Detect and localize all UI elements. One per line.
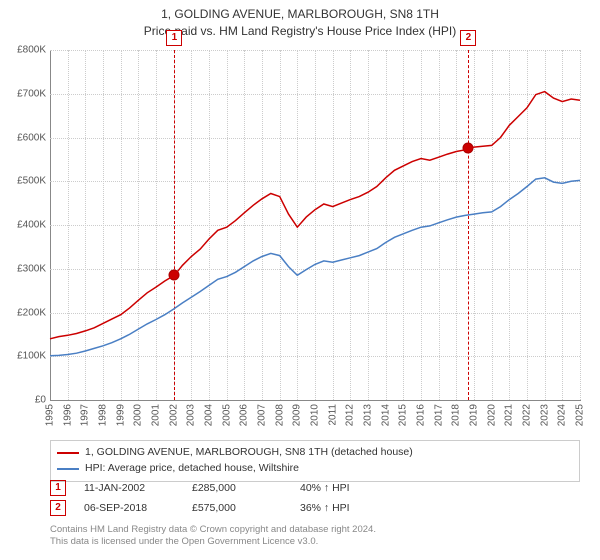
x-axis-tick-label: 2013 [363,404,374,426]
chart-svg-layer [50,50,580,400]
event-price: £575,000 [192,502,282,514]
x-axis-tick-label: 2024 [557,404,568,426]
event-marker-box: 1 [50,480,66,496]
x-axis-tick-label: 2019 [469,404,480,426]
x-axis-tick-label: 2014 [380,404,391,426]
event-pct: 36% ↑ HPI [300,502,390,514]
x-axis-tick-label: 2000 [133,404,144,426]
x-axis-tick-label: 2006 [239,404,250,426]
event-price: £285,000 [192,482,282,494]
event-date: 06-SEP-2018 [84,502,174,514]
x-axis-tick-label: 1997 [80,404,91,426]
y-axis-tick-label: £400K [17,220,46,231]
x-axis-tick-label: 2003 [186,404,197,426]
x-axis-tick-label: 2023 [539,404,550,426]
legend-item-2: HPI: Average price, detached house, Wilt… [57,461,573,477]
footer: Contains HM Land Registry data © Crown c… [50,524,376,549]
x-axis-tick-label: 2008 [274,404,285,426]
y-axis-tick-label: £600K [17,132,46,143]
footer-line-1: Contains HM Land Registry data © Crown c… [50,524,376,536]
y-axis-tick-label: £500K [17,176,46,187]
y-axis-tick-label: £800K [17,45,46,56]
series-line-hpi [50,178,580,356]
chart-container: 1, GOLDING AVENUE, MARLBOROUGH, SN8 1TH … [0,0,600,560]
y-axis-tick-label: £700K [17,88,46,99]
x-axis-tick-label: 2025 [575,404,586,426]
legend-swatch [57,468,79,470]
series-line-price_paid [50,92,580,339]
event-marker-box: 2 [50,500,66,516]
legend-swatch [57,452,79,454]
title-block: 1, GOLDING AVENUE, MARLBOROUGH, SN8 1TH … [0,0,600,40]
footer-line-2: This data is licensed under the Open Gov… [50,536,376,548]
y-axis-tick-label: £200K [17,307,46,318]
gridline-vertical [580,50,581,400]
x-axis-tick-label: 1999 [115,404,126,426]
x-axis-tick-label: 2022 [522,404,533,426]
event-pct: 40% ↑ HPI [300,482,390,494]
x-axis-tick-label: 2012 [345,404,356,426]
y-axis-tick-label: £300K [17,263,46,274]
x-axis-tick-label: 1998 [98,404,109,426]
x-axis-tick-label: 2004 [204,404,215,426]
x-axis-tick-label: 2002 [168,404,179,426]
event-row-2: 2 06-SEP-2018 £575,000 36% ↑ HPI [50,500,390,516]
x-axis-tick-label: 1996 [62,404,73,426]
legend-label: 1, GOLDING AVENUE, MARLBOROUGH, SN8 1TH … [85,445,413,461]
x-axis-tick-label: 1995 [45,404,56,426]
x-axis-tick-label: 2001 [151,404,162,426]
event-label-box: 2 [460,30,476,46]
event-label-box: 1 [166,30,182,46]
title-line-1: 1, GOLDING AVENUE, MARLBOROUGH, SN8 1TH [0,6,600,23]
y-axis-tick-label: £100K [17,351,46,362]
legend: 1, GOLDING AVENUE, MARLBOROUGH, SN8 1TH … [50,440,580,482]
x-axis-tick-label: 2010 [310,404,321,426]
x-axis-tick-label: 2020 [486,404,497,426]
legend-item-1: 1, GOLDING AVENUE, MARLBOROUGH, SN8 1TH … [57,445,573,461]
x-axis-tick-label: 2017 [433,404,444,426]
x-axis-tick-label: 2018 [451,404,462,426]
x-axis-tick-label: 2007 [257,404,268,426]
event-date: 11-JAN-2002 [84,482,174,494]
x-axis-tick-label: 2016 [416,404,427,426]
event-row-1: 1 11-JAN-2002 £285,000 40% ↑ HPI [50,480,390,496]
legend-label: HPI: Average price, detached house, Wilt… [85,461,299,477]
x-axis-tick-label: 2009 [292,404,303,426]
x-axis-tick-label: 2021 [504,404,515,426]
x-axis-tick-label: 2005 [221,404,232,426]
events-table: 1 11-JAN-2002 £285,000 40% ↑ HPI 2 06-SE… [50,480,390,520]
chart-plot-area: £0£100K£200K£300K£400K£500K£600K£700K£80… [50,50,580,400]
x-axis-tick-label: 2015 [398,404,409,426]
x-axis-tick-label: 2011 [327,404,338,426]
title-line-2: Price paid vs. HM Land Registry's House … [0,23,600,40]
